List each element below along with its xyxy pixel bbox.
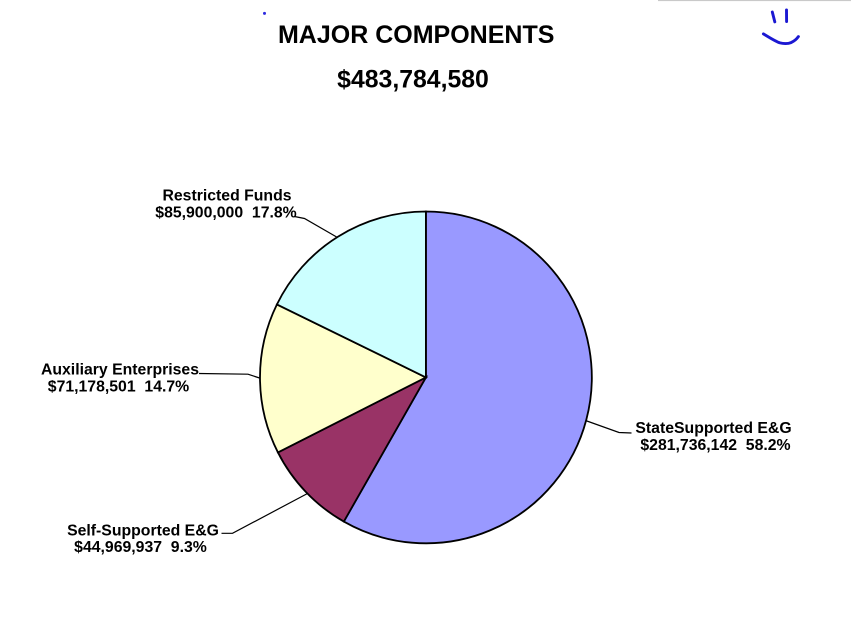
svg-text:Self-Supported E&G: Self-Supported E&G — [67, 523, 219, 540]
svg-text:$71,178,501 14.7%: $71,178,501 14.7% — [48, 378, 189, 395]
svg-text:Restricted Funds: Restricted Funds — [162, 188, 291, 205]
svg-text:$281,736,142 58.2%: $281,736,142 58.2% — [640, 437, 790, 454]
svg-text:$85,900,000 17.8%: $85,900,000 17.8% — [155, 205, 296, 222]
svg-text:$44,969,937 9.3%: $44,969,937 9.3% — [74, 539, 207, 556]
svg-text:Auxiliary Enterprises: Auxiliary Enterprises — [41, 361, 199, 378]
svg-text:$483,784,580: $483,784,580 — [337, 66, 489, 93]
svg-text:StateSupported E&G: StateSupported E&G — [635, 420, 791, 437]
svg-text:MAJOR COMPONENTS: MAJOR COMPONENTS — [278, 21, 554, 49]
